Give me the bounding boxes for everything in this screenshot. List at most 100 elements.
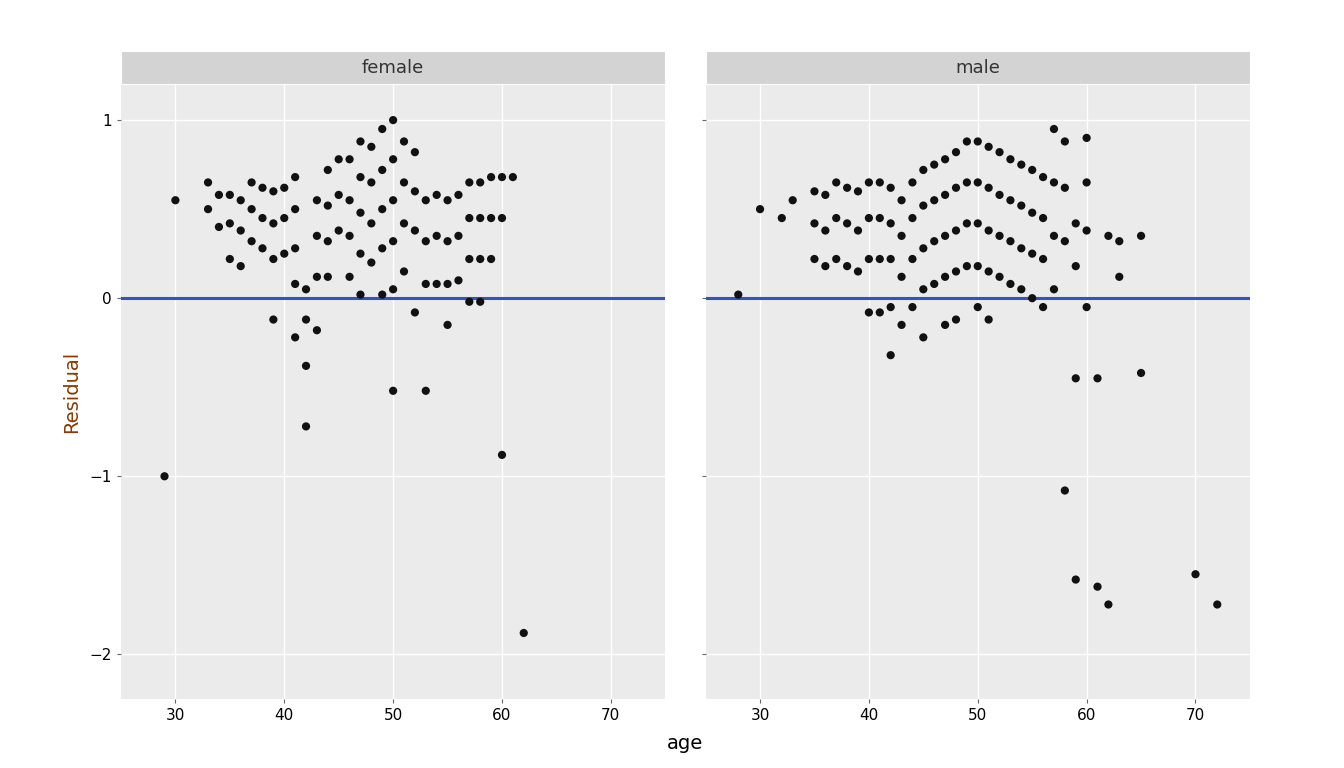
- Point: [241, 235, 262, 247]
- Point: [989, 230, 1011, 242]
- Point: [285, 203, 306, 215]
- Point: [1011, 158, 1032, 170]
- Point: [360, 177, 382, 189]
- Point: [1000, 235, 1021, 247]
- Point: [1000, 278, 1021, 290]
- Point: [1098, 598, 1120, 611]
- Point: [945, 224, 966, 237]
- Point: [480, 171, 501, 184]
- Point: [437, 319, 458, 331]
- Point: [1064, 217, 1086, 230]
- Point: [1032, 171, 1054, 184]
- Point: [251, 212, 273, 224]
- Point: [891, 270, 913, 283]
- Point: [989, 146, 1011, 158]
- Point: [339, 230, 360, 242]
- Point: [804, 217, 825, 230]
- Point: [469, 296, 491, 308]
- Point: [945, 313, 966, 326]
- Point: [913, 200, 934, 212]
- Point: [880, 217, 902, 230]
- Point: [1087, 581, 1109, 593]
- Point: [230, 224, 251, 237]
- Text: female: female: [362, 58, 425, 77]
- Point: [857, 306, 879, 319]
- Point: [966, 135, 988, 147]
- Point: [1032, 301, 1054, 313]
- Point: [219, 253, 241, 265]
- Point: [1021, 292, 1043, 304]
- Point: [1087, 372, 1109, 385]
- Point: [956, 177, 977, 189]
- Point: [360, 257, 382, 269]
- Point: [328, 189, 349, 201]
- Point: [1043, 283, 1064, 296]
- Point: [273, 181, 294, 194]
- Point: [891, 194, 913, 207]
- FancyBboxPatch shape: [706, 51, 1250, 84]
- Point: [1075, 177, 1097, 189]
- Point: [164, 194, 185, 207]
- Point: [978, 265, 1000, 277]
- Point: [437, 235, 458, 247]
- Point: [923, 194, 945, 207]
- Point: [349, 289, 371, 301]
- Point: [902, 177, 923, 189]
- Point: [1032, 212, 1054, 224]
- Point: [382, 194, 403, 207]
- Point: [230, 194, 251, 207]
- Point: [198, 177, 219, 189]
- Point: [966, 260, 988, 273]
- Point: [405, 185, 426, 197]
- Point: [262, 313, 284, 326]
- Point: [469, 212, 491, 224]
- Point: [469, 177, 491, 189]
- Point: [825, 253, 847, 265]
- Point: [491, 449, 512, 461]
- Point: [219, 217, 241, 230]
- Point: [923, 278, 945, 290]
- Point: [382, 385, 403, 397]
- Point: [349, 247, 371, 260]
- Point: [296, 283, 317, 296]
- Point: [782, 194, 804, 207]
- Point: [913, 242, 934, 254]
- Text: age: age: [668, 733, 703, 753]
- Point: [814, 224, 836, 237]
- Point: [458, 296, 480, 308]
- Point: [857, 212, 879, 224]
- Point: [870, 253, 891, 265]
- Point: [371, 242, 392, 254]
- Point: [934, 230, 956, 242]
- Point: [306, 270, 328, 283]
- Point: [1075, 132, 1097, 144]
- Point: [458, 177, 480, 189]
- Point: [448, 189, 469, 201]
- Point: [317, 164, 339, 176]
- Point: [891, 230, 913, 242]
- Point: [913, 283, 934, 296]
- Point: [360, 141, 382, 153]
- Point: [771, 212, 793, 224]
- Point: [458, 212, 480, 224]
- Text: male: male: [956, 58, 1000, 77]
- Point: [437, 278, 458, 290]
- Point: [339, 194, 360, 207]
- Point: [1054, 485, 1075, 497]
- Point: [1109, 235, 1130, 247]
- Point: [241, 177, 262, 189]
- Point: [1011, 200, 1032, 212]
- Point: [415, 278, 437, 290]
- Point: [1130, 230, 1152, 242]
- Point: [1064, 372, 1086, 385]
- Point: [285, 331, 306, 343]
- Point: [262, 217, 284, 230]
- Point: [880, 301, 902, 313]
- Point: [825, 212, 847, 224]
- Point: [978, 181, 1000, 194]
- Point: [902, 212, 923, 224]
- Point: [923, 235, 945, 247]
- Point: [503, 171, 524, 184]
- Point: [1021, 164, 1043, 176]
- Point: [426, 230, 448, 242]
